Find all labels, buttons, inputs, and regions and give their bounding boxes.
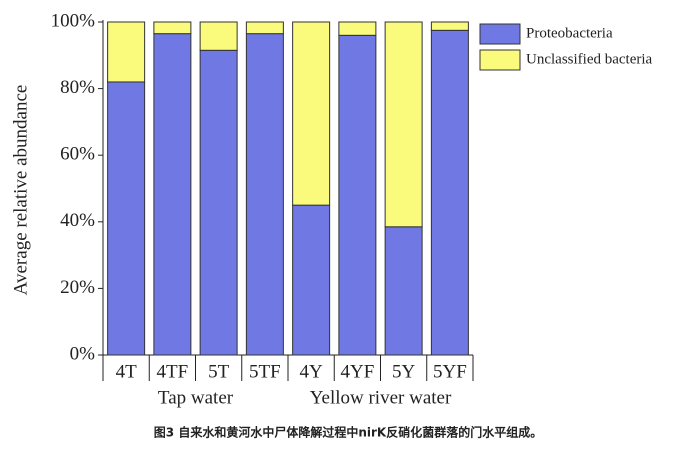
y-tick-label: 40% (60, 210, 95, 231)
bar-segment (338, 34, 377, 356)
bar-segment (199, 49, 238, 356)
x-tick-label: 5Y (392, 361, 416, 382)
caption: 图3 自来水和黄河水中尸体降解过程中nirK反硝化菌群落的门水平组成。 (154, 425, 542, 440)
x-tick-label: 4TF (157, 361, 189, 382)
bar-segment (107, 21, 146, 83)
bar-segment (245, 21, 284, 35)
y-tick-label: 100% (51, 10, 96, 31)
bar-segment (292, 21, 331, 206)
legend-swatch (479, 23, 521, 45)
y-tick-label: 60% (60, 144, 95, 165)
x-tick-label: 4Y (300, 361, 324, 382)
legend-label: Proteobacteria (526, 25, 613, 41)
bar-segment (384, 226, 423, 356)
bar-segment (245, 33, 284, 356)
bar-segment (199, 21, 238, 51)
bar-segment (338, 21, 377, 36)
x-tick-label: 5TF (249, 361, 281, 382)
bar-segment (292, 204, 331, 356)
legend-label: Unclassified bacteria (526, 51, 653, 67)
bar-segment (430, 21, 469, 31)
bar-segment (153, 21, 192, 35)
y-tick-label: 0% (70, 343, 96, 364)
x-tick-label: 4YF (340, 361, 374, 382)
bar-segment (384, 21, 423, 228)
x-tick-label: 5T (208, 361, 230, 382)
bar-segment (107, 81, 146, 356)
bar-segment (430, 29, 469, 356)
x-tick-label: 5YF (433, 361, 467, 382)
group-label: Yellow river water (310, 387, 452, 408)
y-tick-label: 80% (60, 77, 95, 98)
y-axis-label: Average relative abundance (10, 85, 31, 296)
y-tick-label: 20% (60, 277, 95, 298)
bar-segment (153, 33, 192, 356)
group-label: Tap water (158, 387, 234, 408)
x-tick-label: 4T (116, 361, 138, 382)
legend-swatch (479, 49, 521, 71)
